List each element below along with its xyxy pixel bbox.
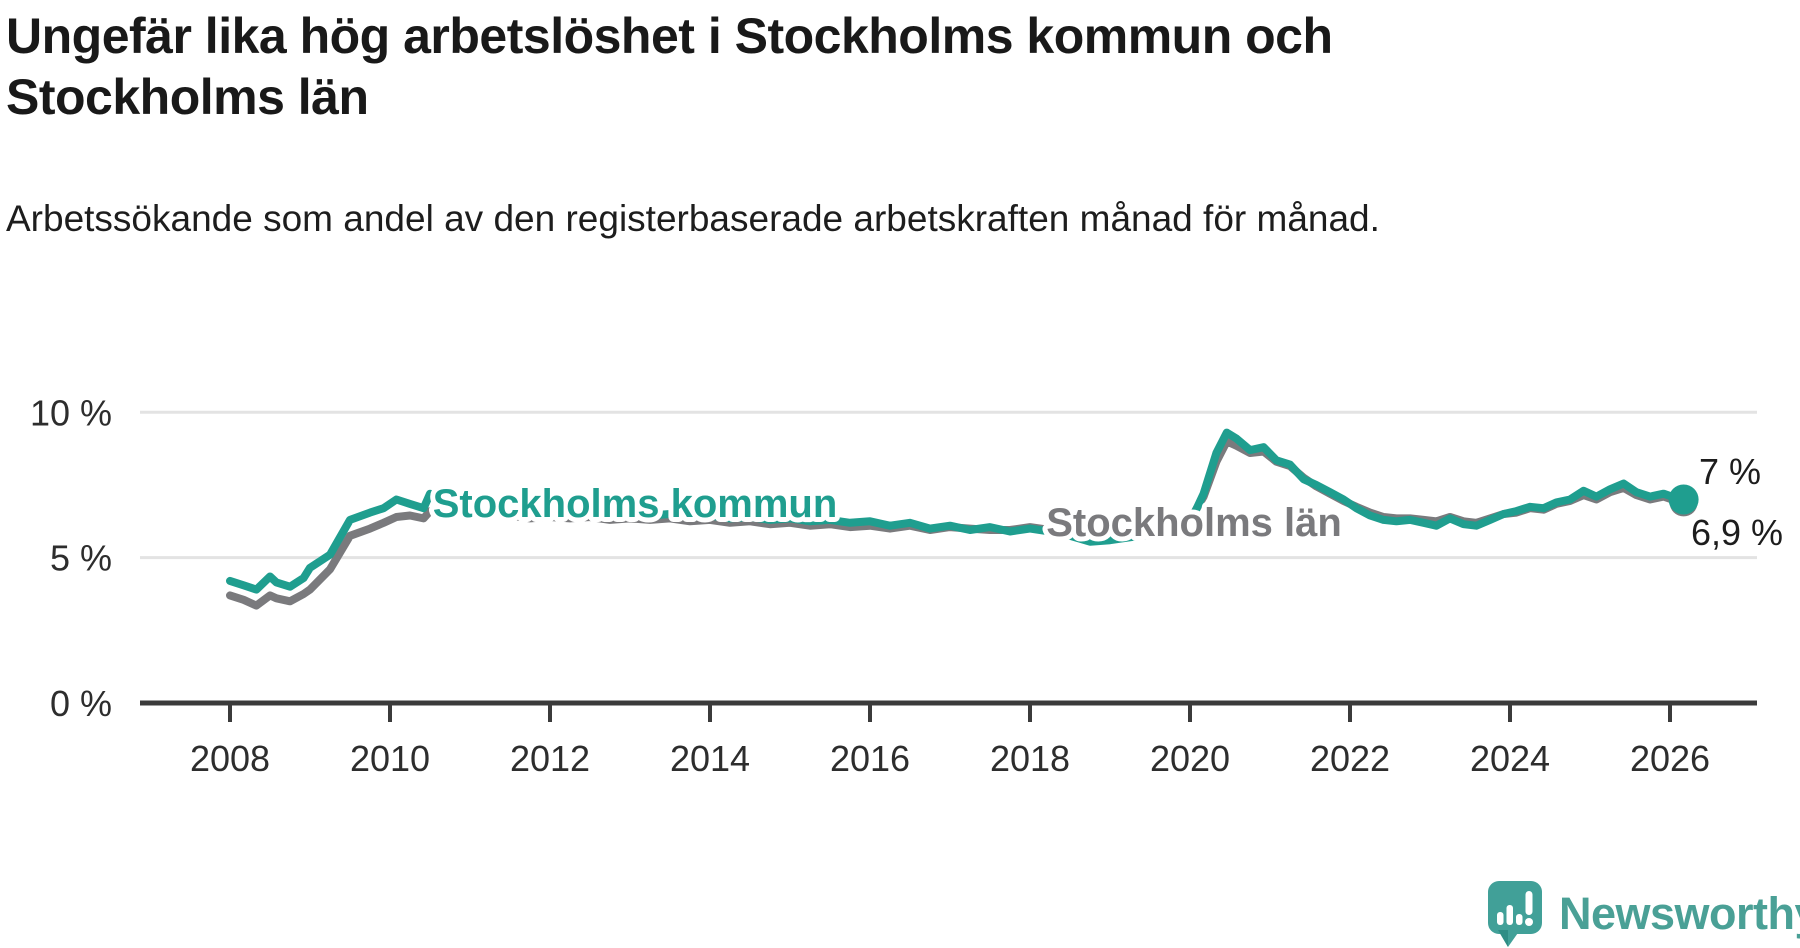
y-tick-label: 0 % (50, 683, 112, 724)
x-tick-label: 2014 (670, 738, 750, 779)
newsworthy-logo-text: Newsworthy (1559, 888, 1800, 939)
x-tick-label: 2012 (510, 738, 590, 779)
x-tick-label: 2008 (190, 738, 270, 779)
gridlines (140, 410, 1757, 560)
x-tick-label: 2026 (1630, 738, 1710, 779)
series-lines (226, 428, 1688, 610)
x-tick-label: 2016 (830, 738, 910, 779)
end-value-label-lan: 6,9 % (1691, 512, 1783, 553)
x-tick-label: 2020 (1150, 738, 1230, 779)
newsworthy-logo-link[interactable]: Newsworthy (1487, 880, 1800, 948)
series-label-stockholms-lan: Stockholms län (1046, 501, 1342, 545)
newsworthy-logo-icon (1488, 881, 1542, 947)
x-tick-label: 2018 (990, 738, 1070, 779)
chart-subtitle: Arbetssökande som andel av den registerb… (6, 198, 1380, 239)
y-tick-label: 10 % (30, 392, 112, 433)
end-point-dots (1668, 484, 1699, 517)
x-axis-ticks (228, 705, 1672, 722)
x-tick-label: 2010 (350, 738, 430, 779)
x-tick-label: 2022 (1310, 738, 1390, 779)
y-tick-label: 5 % (50, 538, 112, 579)
y-axis-labels: 10 % 5 % 0 % (30, 392, 112, 724)
page-title: Ungefär lika hög arbetslöshet i Stockhol… (6, 8, 1333, 125)
end-dot-kommun (1668, 484, 1699, 515)
series-line-kommun (226, 428, 1688, 594)
series-label-stockholms-kommun: Stockholms kommun (433, 482, 838, 526)
x-axis-labels: 2008 2010 2012 2014 2016 2018 2020 2022 2024 2026 (190, 738, 1710, 779)
x-tick-label: 2024 (1470, 738, 1550, 779)
end-value-label-kommun: 7 % (1699, 451, 1761, 492)
